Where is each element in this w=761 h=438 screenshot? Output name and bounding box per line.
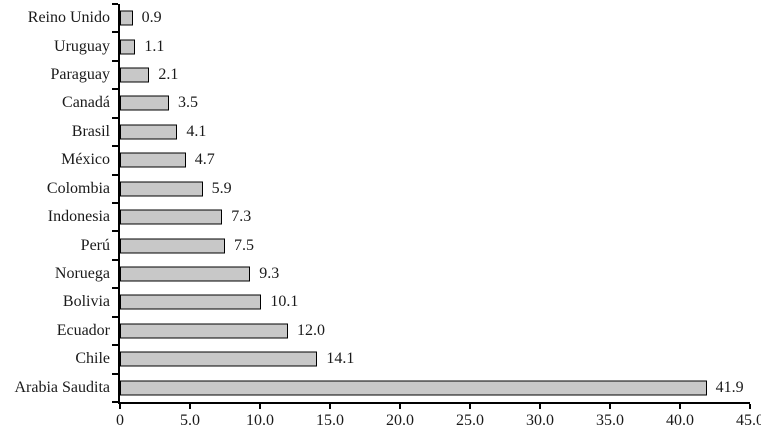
- y-axis-tick: [112, 31, 118, 34]
- x-axis-tick: [188, 404, 191, 409]
- category-label: Paraguay: [50, 66, 110, 84]
- category-label: Perú: [80, 236, 110, 254]
- bar-row: 4.1: [120, 118, 750, 146]
- bar: [120, 152, 186, 168]
- y-axis-tick: [112, 145, 118, 148]
- plot-area: 0.9 1.1 2.1 3.5 4.1 4.7 5.9 7.3 7.5 9.3 10.1 12.0 14…: [112, 3, 761, 429]
- y-axis-tick: [112, 344, 118, 347]
- value-label: 7.5: [233, 236, 254, 254]
- bar: [120, 181, 203, 197]
- x-axis-tick: [749, 404, 751, 409]
- y-axis-tick: [112, 116, 118, 119]
- x-axis-tick: [609, 404, 611, 409]
- x-tick-label: 30.0: [526, 412, 554, 429]
- bar: [120, 323, 288, 339]
- category-label: Canadá: [62, 94, 110, 112]
- value-label: 4.1: [186, 122, 207, 140]
- y-axis-tick: [112, 372, 118, 375]
- value-label: 0.9: [141, 9, 162, 27]
- y-axis-tick: [112, 315, 118, 318]
- y-axis-tick: [112, 401, 118, 403]
- bar-row: 14.1: [120, 345, 750, 373]
- bar-row: 5.9: [120, 175, 750, 203]
- y-axis-tick: [112, 230, 118, 233]
- x-axis-tick: [328, 404, 331, 409]
- value-label: 10.1: [270, 293, 299, 311]
- bar-row: 7.5: [120, 231, 750, 259]
- bar: [120, 67, 150, 83]
- category-label: México: [61, 151, 110, 169]
- x-tick-label: 25.0: [456, 412, 484, 429]
- category-label: Arabia Saudita: [14, 378, 110, 396]
- x-axis-tick: [398, 404, 401, 409]
- x-tick-label: 0: [116, 412, 124, 429]
- bar: [120, 294, 262, 310]
- category-label: Reino Unido: [27, 9, 110, 27]
- y-axis-tick: [112, 287, 118, 290]
- value-label: 5.9: [211, 179, 232, 197]
- bar-row: 2.1: [120, 61, 750, 89]
- category-label: Ecuador: [56, 321, 110, 339]
- x-axis-tick: [538, 404, 541, 409]
- bar-row: 0.9: [120, 4, 750, 32]
- bar-row: 1.1: [120, 32, 750, 60]
- x-axis-tick: [469, 404, 471, 409]
- y-axis-tick: [112, 59, 118, 62]
- value-label: 1.1: [144, 37, 165, 55]
- value-label: 7.3: [231, 208, 252, 226]
- bar-row: 3.5: [120, 89, 750, 117]
- bar: [120, 39, 136, 55]
- category-label: Brasil: [71, 122, 110, 140]
- bar-row: 41.9: [120, 373, 750, 401]
- category-label: Indonesia: [47, 208, 110, 226]
- x-tick-label: 45.0: [736, 412, 761, 429]
- y-axis-tick: [112, 3, 118, 5]
- bar-row: 12.0: [120, 317, 750, 345]
- y-axis-tick: [112, 173, 118, 176]
- x-axis-tick: [119, 404, 121, 409]
- x-tick-label: 5.0: [179, 412, 200, 429]
- bar: [120, 95, 169, 111]
- x-tick-label: 20.0: [385, 412, 414, 429]
- bar-row: 9.3: [120, 260, 750, 288]
- category-label: Chile: [75, 350, 110, 368]
- x-axis-tick: [258, 404, 261, 409]
- x-tick-label: 15.0: [316, 412, 344, 429]
- bar: [120, 351, 318, 367]
- bar-rows: 0.9 1.1 2.1 3.5 4.1 4.7 5.9 7.3 7.5 9.3 10.1 12.0 14…: [120, 4, 750, 402]
- value-label: 2.1: [158, 66, 179, 84]
- value-label: 14.1: [326, 350, 355, 368]
- x-tick-label: 10.0: [245, 412, 274, 429]
- x-tick-label: 40.0: [665, 412, 694, 429]
- category-label: Bolivia: [62, 293, 110, 311]
- x-axis-tick: [678, 404, 681, 409]
- value-label: 3.5: [177, 94, 198, 112]
- y-axis-tick: [112, 202, 118, 204]
- category-label: Noruega: [54, 265, 110, 282]
- category-label: Uruguay: [54, 37, 110, 55]
- value-label: 4.7: [194, 151, 215, 169]
- bar-row: 7.3: [120, 203, 750, 231]
- value-label: 9.3: [259, 265, 280, 282]
- category-label: Colombia: [46, 179, 110, 197]
- value-label: 12.0: [296, 321, 325, 339]
- x-tick-label: 35.0: [596, 412, 624, 429]
- bar: [120, 209, 223, 225]
- value-label: 41.9: [715, 378, 744, 396]
- y-axis-tick: [112, 88, 118, 91]
- bar: [120, 10, 133, 26]
- bar: [120, 124, 178, 140]
- bar-row: 10.1: [120, 288, 750, 316]
- bar-row: 4.7: [120, 146, 750, 174]
- bar: [120, 266, 251, 282]
- bar: [120, 238, 225, 254]
- y-axis-tick: [112, 258, 118, 261]
- category-labels: Reino Unido Uruguay Paraguay Canadá Brasil Mé…: [0, 4, 110, 402]
- bar: [120, 380, 707, 396]
